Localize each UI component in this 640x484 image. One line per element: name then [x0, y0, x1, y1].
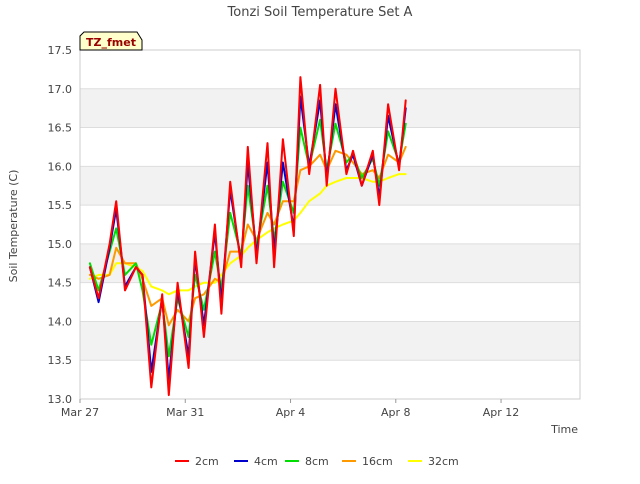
background-band — [80, 88, 580, 128]
annotation-label: TZ_fmet — [86, 36, 136, 49]
x-tick-label: Apr 12 — [483, 406, 520, 419]
y-axis-ticks: 13.0 13.5 14.0 14.5 15.0 15.5 16.0 16.5 17.0 17.5 — [48, 44, 73, 406]
annotation-box — [79, 31, 143, 51]
legend-label-32cm: 32cm — [428, 455, 459, 468]
y-tick-label: 15.5 — [48, 199, 73, 212]
y-tick-label: 17.5 — [48, 44, 73, 57]
background-bands — [80, 88, 580, 361]
y-tick-label: 14.5 — [48, 277, 73, 290]
legend: 2cm 4cm 8cm 16cm 32cm — [175, 455, 459, 468]
series-layer — [88, 76, 407, 397]
x-tick-label: Apr 4 — [276, 406, 306, 419]
y-tick-label: 16.0 — [48, 160, 73, 173]
y-tick-label: 16.5 — [48, 122, 73, 135]
y-tick-label: 15.0 — [48, 238, 73, 251]
y-tick-label: 14.0 — [48, 315, 73, 328]
series-line-2cm — [88, 76, 407, 397]
legend-label-8cm: 8cm — [305, 455, 329, 468]
background-band — [80, 321, 580, 361]
legend-label-2cm: 2cm — [195, 455, 219, 468]
y-tick-label: 13.0 — [48, 393, 73, 406]
y-tick-label: 17.0 — [48, 83, 73, 96]
x-axis-ticks: Mar 27 Mar 31 Apr 4 Apr 8 Apr 12 — [61, 399, 519, 419]
plot-frame — [79, 49, 581, 400]
legend-label-4cm: 4cm — [254, 455, 278, 468]
x-tick-label: Apr 8 — [381, 406, 411, 419]
series-line-32cm — [88, 173, 407, 296]
y-tick-label: 13.5 — [48, 354, 73, 367]
x-tick-label: Mar 27 — [61, 406, 99, 419]
x-tick-label: Mar 31 — [166, 406, 204, 419]
background-band — [80, 166, 580, 206]
y-axis-label: Soil Temperature (C) — [7, 170, 20, 283]
chart-title: Tonzi Soil Temperature Set A — [227, 5, 413, 20]
background-band — [80, 243, 580, 283]
site-annotation: TZ_fmet — [79, 31, 143, 51]
x-axis-label: Time — [550, 423, 578, 436]
legend-label-16cm: 16cm — [362, 455, 393, 468]
